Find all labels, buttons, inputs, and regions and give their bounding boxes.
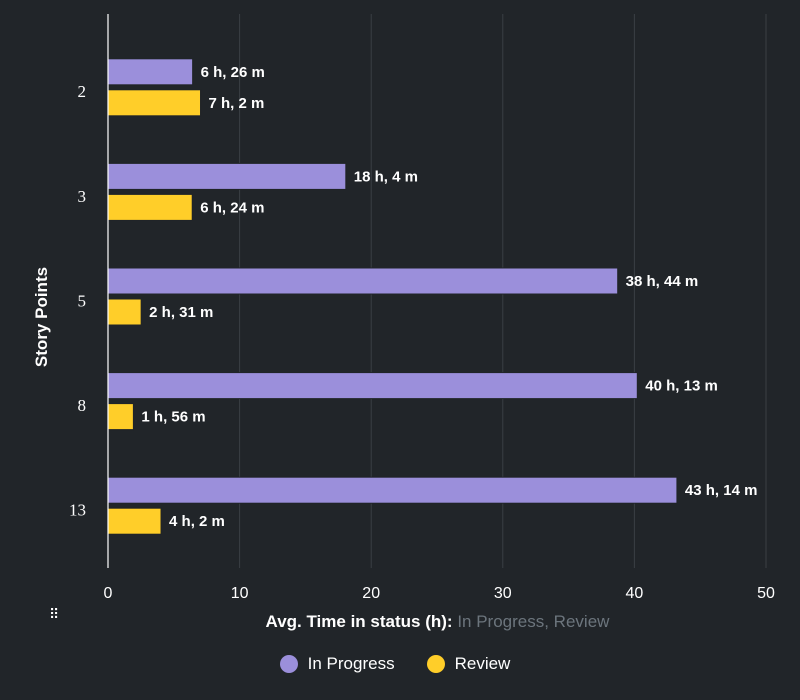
y-tick-label: 13: [69, 501, 86, 520]
x-axis-title: Avg. Time in status (h): In Progress, Re…: [0, 612, 800, 632]
data-label: 6 h, 26 m: [201, 64, 265, 81]
legend-item-review[interactable]: Review: [426, 654, 511, 674]
x-tick-label: 20: [362, 585, 380, 600]
bar: [107, 403, 134, 431]
bar: [107, 89, 202, 117]
x-axis-ticks: 0 10 20 30 40 50: [104, 585, 775, 600]
data-label: 7 h, 2 m: [209, 95, 265, 112]
data-label: 2 h, 31 m: [149, 304, 213, 321]
x-tick-label: 40: [626, 585, 644, 600]
data-label: 40 h, 13 m: [645, 378, 718, 395]
legend: In Progress Review: [0, 654, 790, 674]
legend-label-review: Review: [454, 654, 511, 673]
bar: [107, 267, 619, 295]
bar: [107, 58, 194, 86]
bar: [107, 298, 142, 326]
data-label: 6 h, 24 m: [200, 199, 264, 216]
y-tick-label: 5: [78, 291, 87, 310]
y-axis-title: Story Points: [32, 267, 51, 367]
data-label: 38 h, 44 m: [626, 273, 699, 290]
legend-item-in-progress[interactable]: In Progress: [279, 654, 395, 674]
x-tick-label: 50: [757, 585, 775, 600]
x-tick-label: 10: [231, 585, 249, 600]
data-labels: 6 h, 26 m 7 h, 2 m 18 h, 4 m 6 h, 24 m 38 h,…: [141, 64, 757, 530]
data-label: 1 h, 56 m: [141, 409, 205, 426]
data-label: 4 h, 2 m: [169, 513, 225, 530]
bar: [107, 193, 193, 221]
y-axis-ticks: 2 3 5 8 13: [69, 82, 86, 519]
bar: [107, 162, 347, 190]
x-tick-label: 0: [104, 585, 113, 600]
legend-swatch-review: [426, 655, 445, 673]
legend-label-in-progress: In Progress: [307, 654, 395, 673]
bar: [107, 476, 678, 504]
x-tick-label: 30: [494, 585, 512, 600]
data-label: 43 h, 14 m: [685, 482, 758, 499]
y-tick-label: 3: [78, 187, 87, 206]
bar: [107, 372, 638, 400]
bars: [107, 58, 678, 535]
y-tick-label: 2: [78, 82, 87, 101]
bar-chart: 6 h, 26 m 7 h, 2 m 18 h, 4 m 6 h, 24 m 38 h,…: [32, 14, 775, 600]
legend-swatch-in-progress: [279, 655, 298, 673]
x-axis-title-main: Avg. Time in status (h):: [265, 612, 453, 631]
grip-dots-icon[interactable]: ⠿: [49, 606, 60, 622]
x-axis-title-sub: In Progress, Review: [457, 612, 610, 631]
y-tick-label: 8: [78, 396, 87, 415]
data-label: 18 h, 4 m: [354, 168, 418, 185]
bar: [107, 507, 162, 535]
